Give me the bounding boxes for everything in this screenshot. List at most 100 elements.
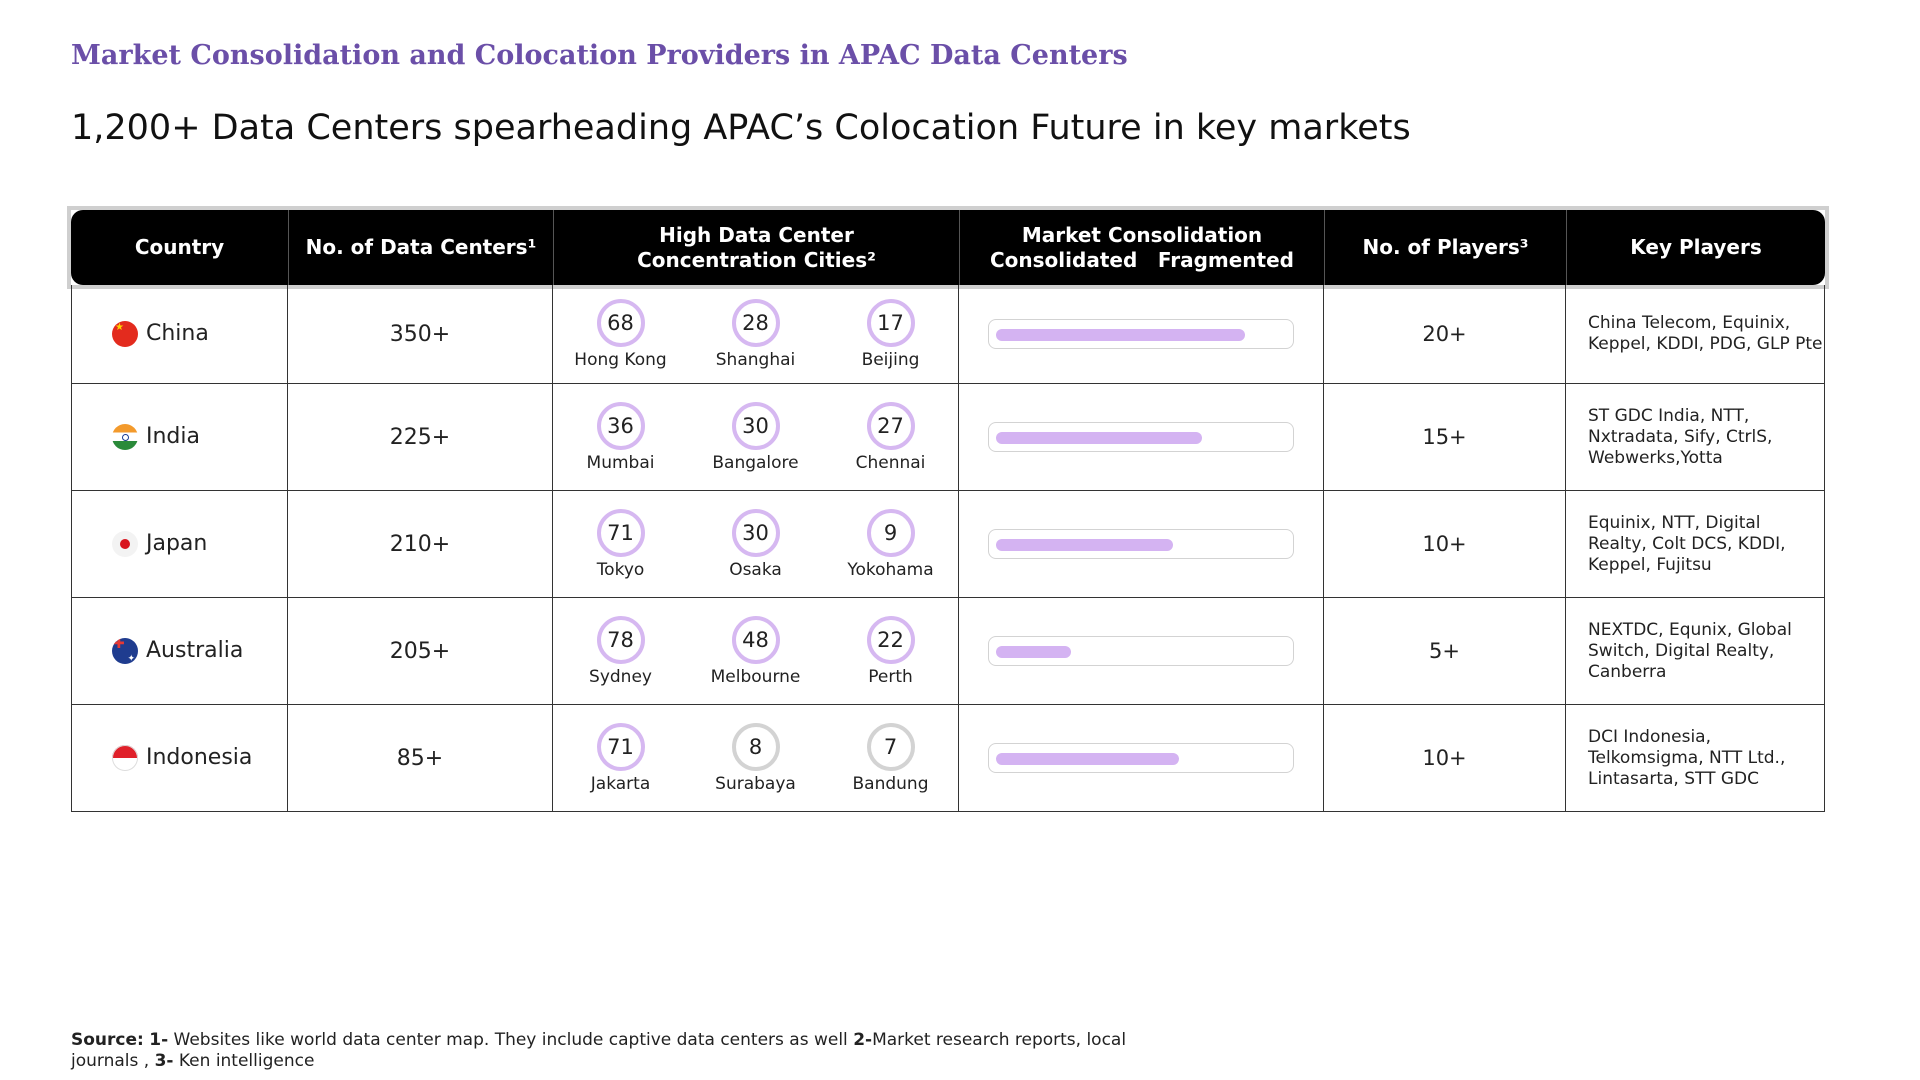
players-count: 20+ bbox=[1324, 285, 1566, 384]
city-item: 22 Perth bbox=[831, 615, 951, 687]
source-text-2: Market research reports, local journals … bbox=[71, 1030, 1127, 1071]
source-num-3: 3- bbox=[154, 1051, 174, 1071]
key-players-text: NEXTDC, Equnix, Global Switch, Digital R… bbox=[1566, 598, 1825, 705]
city-name: Shanghai bbox=[715, 349, 796, 370]
city-count-ring: 78 bbox=[596, 615, 645, 664]
city-item: 30 Osaka bbox=[696, 508, 816, 580]
city-count-ring: 9 bbox=[866, 508, 915, 557]
country-cell: India bbox=[71, 384, 288, 491]
city-name: Tokyo bbox=[596, 559, 645, 580]
city-item: 28 Shanghai bbox=[696, 298, 816, 370]
consolidation-bar-fill bbox=[996, 646, 1071, 658]
country-cell: Australia bbox=[71, 598, 288, 705]
cities-cell: 71 Tokyo 30 Osaka 9 Yokohama bbox=[553, 491, 959, 598]
players-count: 15+ bbox=[1324, 384, 1566, 491]
table-row: India 225+ 36 Mumbai 30 Bangalore 27 Chennai 15+… bbox=[71, 384, 1825, 491]
city-count-ring: 36 bbox=[596, 401, 645, 450]
city-count-ring: 30 bbox=[731, 401, 780, 450]
city-item: 48 Melbourne bbox=[696, 615, 816, 687]
country-name: India bbox=[146, 424, 200, 449]
indonesia-flag-icon bbox=[112, 745, 138, 771]
header-consolidation-title: Market Consolidation bbox=[1021, 222, 1263, 247]
source-footnote: Source: 1- Websites like world data cent… bbox=[71, 1030, 1171, 1072]
city-name: Bandung bbox=[852, 773, 929, 794]
data-centers-count: 350+ bbox=[288, 285, 553, 384]
city-item: 71 Jakarta bbox=[561, 722, 681, 794]
header-cities-line2: Concentration Cities² bbox=[637, 247, 876, 272]
page-kicker: Market Consolidation and Colocation Prov… bbox=[71, 40, 1128, 71]
consolidation-cell bbox=[959, 598, 1324, 705]
table-row: Japan 210+ 71 Tokyo 30 Osaka 9 Yokohama 10+ Equin… bbox=[71, 491, 1825, 598]
table-header-row: Country No. of Data Centers¹ High Data C… bbox=[71, 210, 1825, 285]
header-country: Country bbox=[71, 210, 288, 285]
city-count-ring: 71 bbox=[596, 722, 645, 771]
city-name: Hong Kong bbox=[574, 349, 667, 370]
city-item: 30 Bangalore bbox=[696, 401, 816, 473]
cities-cell: 71 Jakarta 8 Surabaya 7 Bandung bbox=[553, 705, 959, 812]
consolidation-bar-fill bbox=[996, 329, 1245, 341]
china-flag-icon bbox=[112, 321, 138, 347]
header-consolidation: Market Consolidation Consolidated Fragme… bbox=[959, 210, 1324, 285]
header-cities-line1: High Data Center bbox=[659, 222, 854, 247]
city-name: Chennai bbox=[855, 452, 926, 473]
city-item: 7 Bandung bbox=[831, 722, 951, 794]
city-name: Mumbai bbox=[586, 452, 655, 473]
key-players-text: China Telecom, Equinix, Keppel, KDDI, PD… bbox=[1566, 285, 1825, 384]
source-text-3: Ken intelligence bbox=[178, 1051, 315, 1071]
cities-cell: 78 Sydney 48 Melbourne 22 Perth bbox=[553, 598, 959, 705]
city-item: 71 Tokyo bbox=[561, 508, 681, 580]
city-count-ring: 71 bbox=[596, 508, 645, 557]
consolidation-bar-fill bbox=[996, 753, 1179, 765]
city-item: 68 Hong Kong bbox=[561, 298, 681, 370]
consolidation-bar-track bbox=[988, 636, 1294, 666]
city-count-ring: 68 bbox=[596, 298, 645, 347]
cities-cell: 36 Mumbai 30 Bangalore 27 Chennai bbox=[553, 384, 959, 491]
consolidation-bar-track bbox=[988, 743, 1294, 773]
source-num-1: 1- bbox=[149, 1030, 169, 1050]
source-text-1: Websites like world data center map. The… bbox=[173, 1030, 848, 1050]
country-cell: China bbox=[71, 285, 288, 384]
city-item: 8 Surabaya bbox=[696, 722, 816, 794]
city-name: Beijing bbox=[861, 349, 920, 370]
city-name: Sydney bbox=[589, 666, 652, 687]
city-name: Bangalore bbox=[712, 452, 799, 473]
city-name: Surabaya bbox=[715, 773, 796, 794]
players-count: 10+ bbox=[1324, 705, 1566, 812]
consolidation-cell bbox=[959, 705, 1324, 812]
header-data-centers: No. of Data Centers¹ bbox=[288, 210, 553, 285]
key-players-text: DCI Indonesia, Telkomsigma, NTT Ltd., Li… bbox=[1566, 705, 1825, 812]
key-players-text: Equinix, NTT, Digital Realty, Colt DCS, … bbox=[1566, 491, 1825, 598]
country-name: Japan bbox=[146, 531, 208, 556]
city-name: Yokohama bbox=[847, 559, 934, 580]
data-centers-count: 210+ bbox=[288, 491, 553, 598]
consolidation-cell bbox=[959, 285, 1324, 384]
consolidation-bar-fill bbox=[996, 432, 1202, 444]
city-name: Jakarta bbox=[590, 773, 651, 794]
city-count-ring: 48 bbox=[731, 615, 780, 664]
city-item: 36 Mumbai bbox=[561, 401, 681, 473]
country-name: China bbox=[146, 321, 209, 346]
header-key-players: Key Players bbox=[1566, 210, 1825, 285]
city-name: Perth bbox=[868, 666, 913, 687]
source-num-2: 2- bbox=[853, 1030, 873, 1050]
consolidation-bar-track bbox=[988, 422, 1294, 452]
table-row: Australia205+78Sydney48Melbourne22Perth5… bbox=[71, 598, 1825, 705]
city-count-ring: 8 bbox=[731, 722, 780, 771]
city-count-ring: 7 bbox=[866, 722, 915, 771]
city-name: Osaka bbox=[729, 559, 782, 580]
australia-flag-icon bbox=[112, 638, 138, 664]
page-title: 1,200+ Data Centers spearheading APAC’s … bbox=[71, 108, 1411, 148]
consolidation-bar-track bbox=[988, 319, 1294, 349]
header-consolidated-label: Consolidated bbox=[990, 247, 1138, 272]
city-name: Melbourne bbox=[710, 666, 801, 687]
city-count-ring: 22 bbox=[866, 615, 915, 664]
city-count-ring: 17 bbox=[866, 298, 915, 347]
header-players: No. of Players³ bbox=[1324, 210, 1566, 285]
city-count-ring: 30 bbox=[731, 508, 780, 557]
consolidation-bar-track bbox=[988, 529, 1294, 559]
data-centers-count: 85+ bbox=[288, 705, 553, 812]
city-item: 78 Sydney bbox=[561, 615, 681, 687]
country-cell: Indonesia bbox=[71, 705, 288, 812]
city-item: 9 Yokohama bbox=[831, 508, 951, 580]
